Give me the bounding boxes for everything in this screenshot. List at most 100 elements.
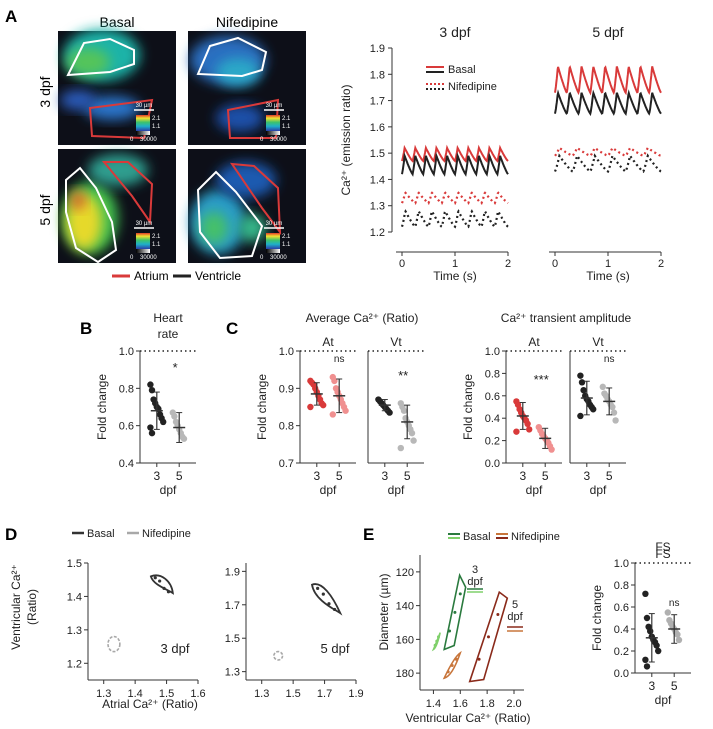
diameter-loop-marker — [496, 612, 500, 616]
colorbar-top-label: 2.1 — [152, 234, 161, 240]
x-tick-label: 5 — [404, 469, 411, 483]
colorbar-count-low: 0 — [260, 255, 264, 261]
data-point — [674, 631, 681, 638]
significance-label: ** — [398, 368, 408, 383]
y-tick-label: 1.7 — [370, 96, 385, 108]
tag-5dpf-number: 5 — [512, 599, 518, 611]
y-tick-label: 0.8 — [485, 368, 500, 380]
x-tick-label: 3 — [648, 679, 655, 693]
ventricle-outline — [66, 37, 135, 77]
data-point — [320, 401, 327, 409]
atrium-outline — [226, 98, 280, 139]
heart-rate-title-line1: Heart — [153, 311, 183, 325]
diameter-loop-marker — [454, 657, 458, 661]
diameter-loop-marker — [486, 635, 490, 639]
x-tick-label: 0 — [399, 258, 405, 270]
colorbar-count-high: 30000 — [140, 255, 157, 261]
x-tick-label: 1.5 — [159, 688, 174, 700]
y-axis-title: Fold change — [255, 374, 269, 440]
y-tick-label: 0.2 — [614, 646, 629, 658]
data-point — [643, 614, 651, 622]
diameter-loop-marker — [435, 639, 439, 643]
data-point — [148, 429, 156, 437]
tag-3dpf-number: 3 — [472, 564, 478, 576]
x-tick-label: 1 — [452, 258, 458, 270]
x-tick-label: 3 — [313, 469, 320, 483]
loop-chart-annotation: 3 dpf — [161, 641, 190, 656]
y-tick-label: 180 — [396, 668, 414, 680]
legend-atrium-label: Atrium — [134, 269, 169, 283]
x-tick-label: 5 — [542, 469, 549, 483]
y-tick-label: 1.9 — [370, 43, 385, 55]
y-tick-label: 1.5 — [67, 558, 82, 570]
y-tick-label: 1.9 — [225, 566, 240, 578]
basal-loop-marker — [158, 579, 162, 583]
nifedipine-loop — [273, 650, 284, 661]
x-tick-label: 1.3 — [254, 688, 269, 700]
data-point — [160, 418, 167, 426]
ventricle-outline — [65, 166, 118, 264]
x-tick-label: 1.4 — [127, 688, 142, 700]
trace-chart-title: 3 dpf — [439, 24, 470, 40]
data-point — [180, 435, 188, 442]
y-tick-label: 0.6 — [119, 421, 134, 433]
colorbar-count-low: 0 — [130, 137, 134, 143]
x-tick-label: 1.9 — [348, 688, 363, 700]
trace-line-nifedipine-ventricle — [553, 153, 662, 174]
trace-chart-A-3dpf: 3 dpf 0 1 2 Time (s) 1.2 1.3 1.4 1.5 1.6 1.7 1.8 1.9… — [339, 24, 511, 283]
legend-basal-label: Basal — [87, 528, 115, 540]
basal-loop-marker — [316, 586, 320, 591]
scale-bar-label: 30 µm — [136, 103, 153, 109]
significance-label: ns — [604, 354, 615, 365]
panel-letter-c: C — [226, 319, 238, 338]
diameter-loop-marker — [446, 670, 450, 674]
colorbar-bottom-label: 1.1 — [282, 242, 291, 248]
fluorescence-blob — [60, 90, 96, 110]
y-tick-label: 0.8 — [614, 580, 629, 592]
scale-bar-label: 30 µm — [136, 221, 153, 227]
heart-rate-title-line2: rate — [158, 327, 179, 341]
x-tick-label: 1.4 — [426, 698, 441, 710]
fs-title: FS — [655, 540, 670, 554]
colorbar-intensity — [266, 249, 280, 253]
data-point — [653, 642, 660, 649]
basal-loop-marker — [327, 602, 331, 606]
x-tick-label: 1.3 — [96, 688, 111, 700]
x-tick-label: 5 — [336, 469, 343, 483]
x-axis-title: Time (s) — [586, 269, 630, 283]
colorbar-intensity — [136, 131, 150, 135]
colorbar-count-low: 0 — [130, 255, 134, 261]
micro-tile-1: 30 µm 2.1 1.1 0 30000 — [188, 31, 306, 145]
x-tick-label: 3 — [153, 469, 160, 483]
colorbar-top-label: 2.1 — [282, 116, 291, 122]
data-point — [590, 406, 597, 413]
data-point — [642, 656, 649, 663]
diameter-loop-marker — [453, 610, 457, 614]
data-point — [400, 407, 408, 414]
ventricle-outline — [196, 36, 268, 78]
diameter-loop-marker — [458, 592, 462, 596]
y-tick-label: 1.6 — [370, 122, 385, 134]
data-point — [513, 428, 520, 435]
y-tick-label: 1.2 — [67, 658, 82, 670]
diameter-loop-2 — [468, 590, 509, 683]
colorbar-bottom-label: 1.1 — [152, 124, 161, 130]
diameter-loop-marker — [436, 635, 440, 639]
x-axis-title: Ventricular Ca²⁺ (Ratio) — [405, 711, 530, 725]
colorbar-count-high: 30000 — [140, 137, 157, 143]
column-label-nifedipine: Nifedipine — [216, 14, 278, 30]
colorbar-ratio — [136, 233, 150, 249]
y-tick-label: 0.4 — [614, 624, 629, 636]
data-point — [329, 411, 336, 418]
ca-loop-charts: Basal Nifedipine Ventricular Ca²⁺ (Ratio) At… — [9, 528, 364, 711]
x-axis-title: dpf — [590, 483, 607, 497]
loop-legend: Basal Nifedipine — [72, 528, 191, 540]
panel-letter-e: E — [363, 525, 374, 544]
